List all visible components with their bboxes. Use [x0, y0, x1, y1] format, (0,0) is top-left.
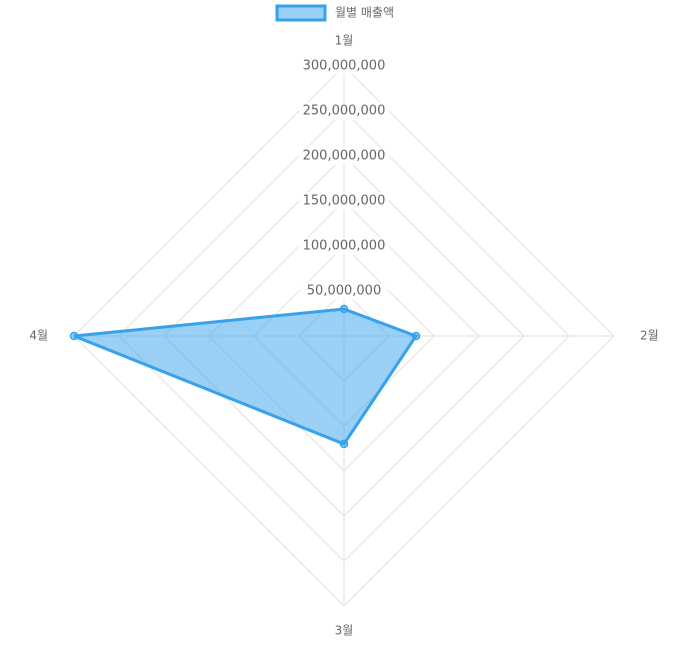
grid-ring [118, 110, 570, 562]
axis-label: 2월 [640, 329, 659, 343]
legend-label: 월별 매출액 [335, 6, 394, 20]
tick-label: 300,000,000 [303, 59, 386, 74]
tick-backdrop [299, 237, 389, 255]
legend-swatch [275, 4, 327, 22]
tick-label: 200,000,000 [303, 149, 386, 164]
data-point [69, 331, 79, 341]
tick-label: 50,000,000 [307, 284, 381, 299]
axis-label: 1월 [335, 34, 354, 48]
tick-label: 100,000,000 [303, 239, 386, 254]
tick-backdrop [299, 147, 389, 165]
data-point [339, 304, 349, 314]
tick-label: 250,000,000 [303, 104, 386, 119]
axis-label: 4월 [29, 329, 48, 343]
grid-ring [73, 65, 615, 607]
axis-label: 3월 [335, 624, 354, 638]
tick-backdrop [299, 57, 389, 75]
grid-ring [163, 155, 525, 517]
tick-label: 150,000,000 [303, 194, 386, 209]
tick-backdrop [299, 192, 389, 210]
data-point [339, 439, 349, 449]
data-point [411, 331, 421, 341]
tick-backdrop [299, 282, 389, 300]
grid-ring [208, 200, 480, 472]
tick-backdrop [299, 102, 389, 120]
